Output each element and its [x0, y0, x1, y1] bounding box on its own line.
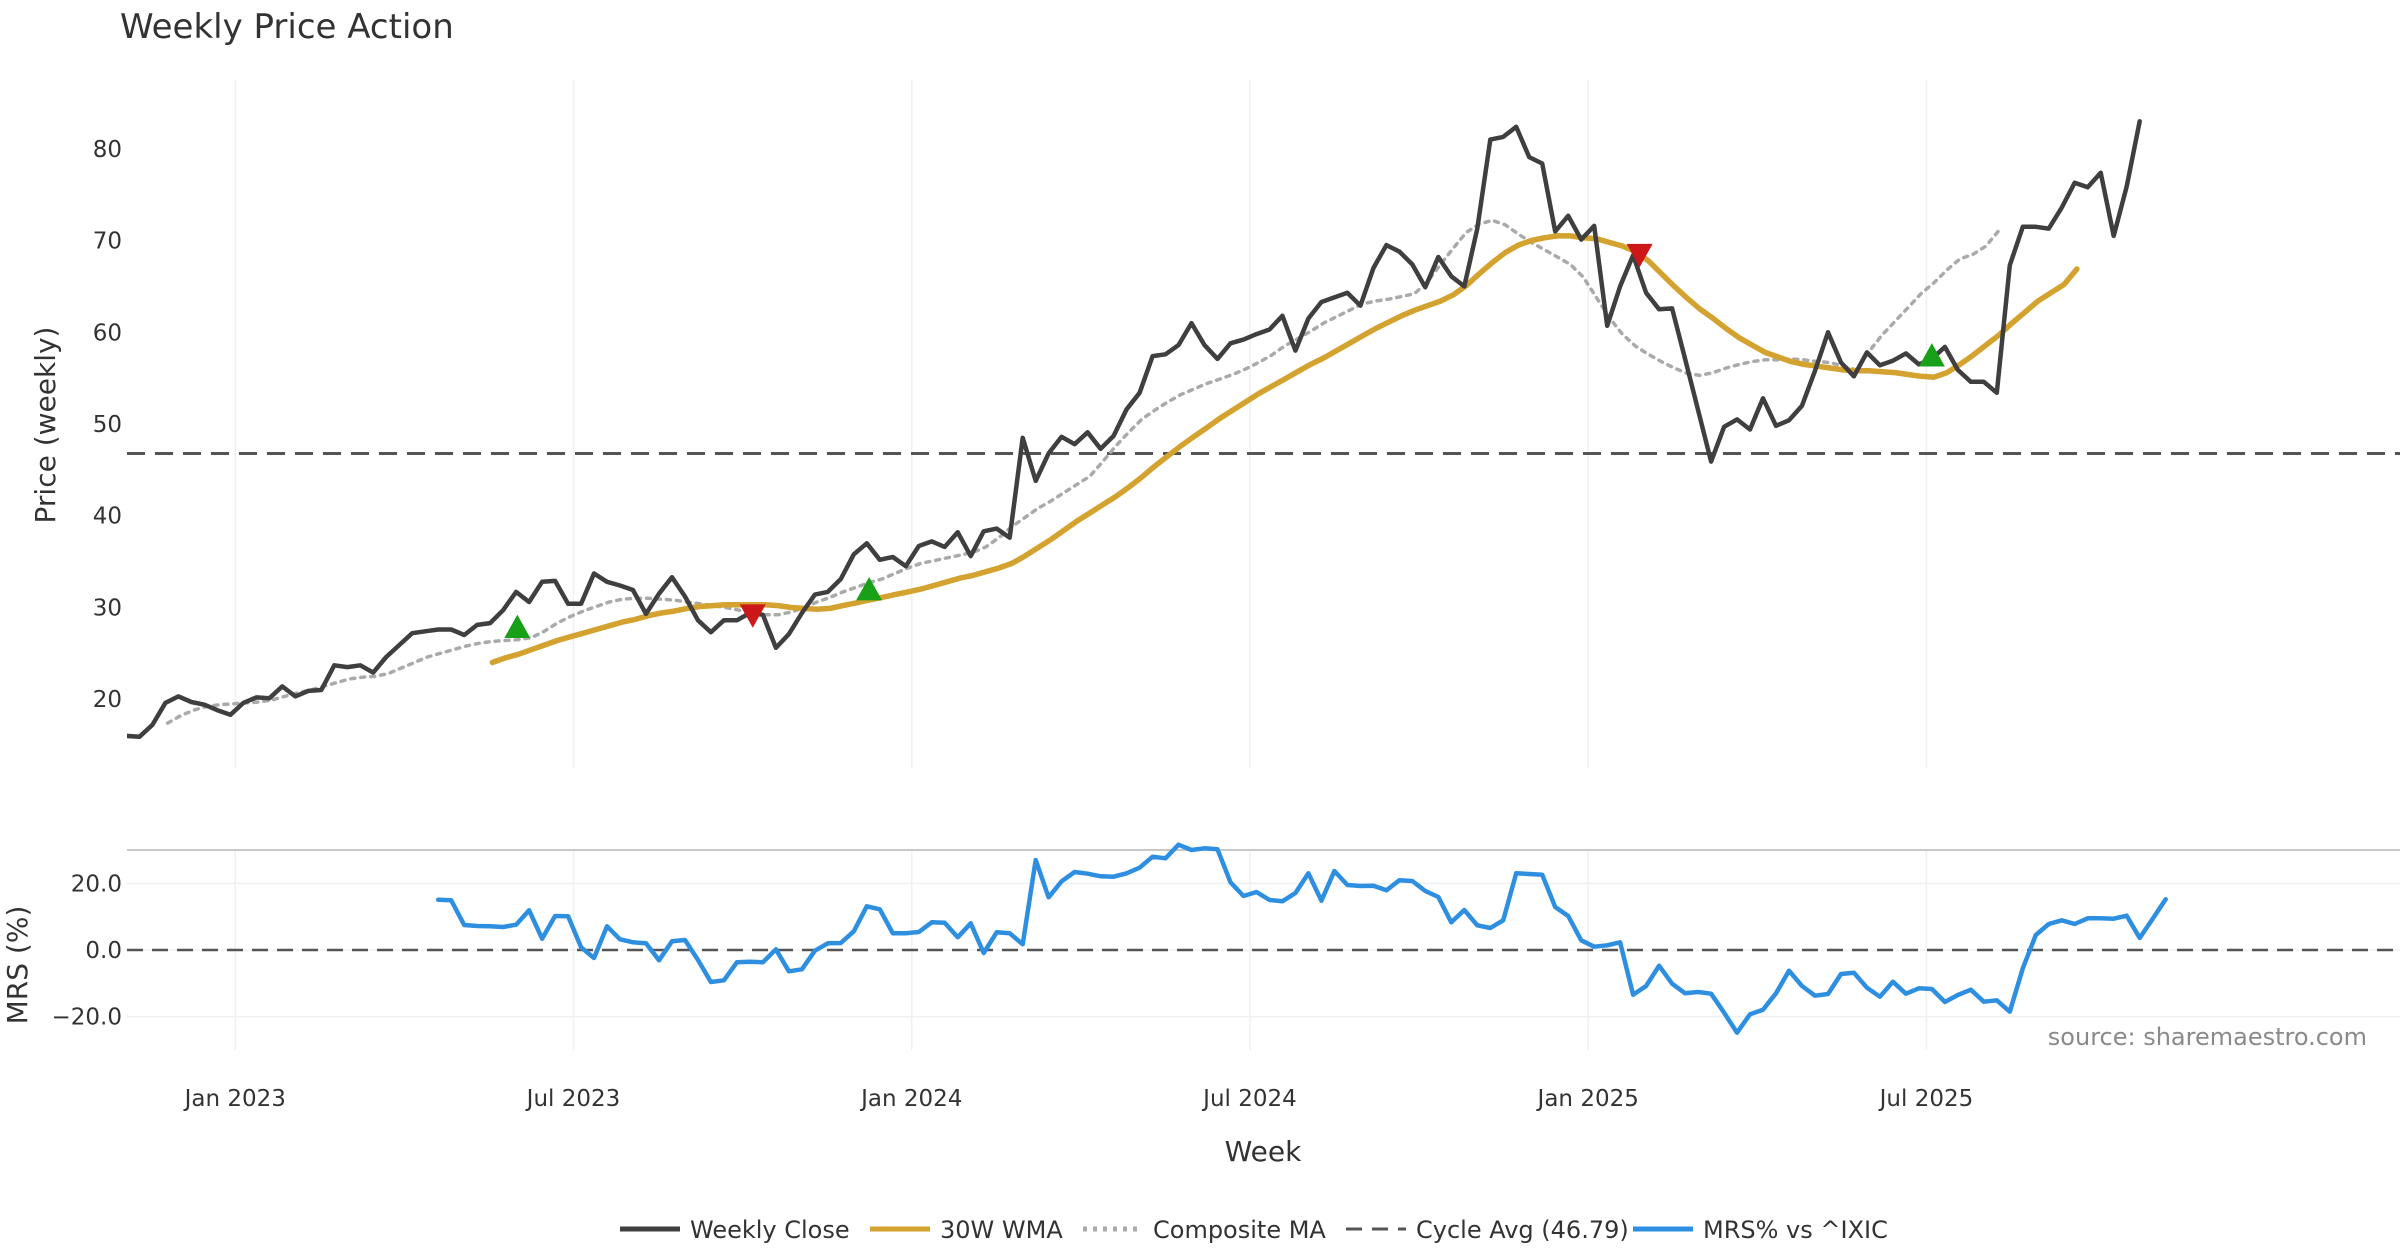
wma-30w-line — [489, 233, 2080, 666]
x-tick-label: Jul 2024 — [1201, 1086, 1297, 1112]
x-tick-label: Jan 2023 — [183, 1086, 286, 1112]
mrs-y-tick-label: 0.0 — [85, 938, 122, 964]
price-y-tick-label: 50 — [93, 412, 122, 438]
buy-signal-marker — [504, 614, 531, 639]
x-tick-label: Jul 2023 — [525, 1086, 621, 1112]
mrs-y-axis-label: MRS (%) — [1, 906, 34, 1025]
x-axis-label: Week — [1225, 1135, 1302, 1168]
legend-label-mrs: MRS% vs ^IXIC — [1703, 1216, 1888, 1244]
legend: Weekly Close 30W WMA Composite MA Cycle Avg… — [620, 1216, 1888, 1244]
grid — [127, 80, 2400, 1050]
x-tick-label: Jan 2024 — [859, 1086, 962, 1112]
price-y-tick-label: 60 — [93, 320, 122, 346]
buy-signal-marker — [1918, 343, 1945, 367]
legend-label-composite: Composite MA — [1153, 1216, 1326, 1244]
mrs-y-tick-label: 20.0 — [71, 871, 122, 897]
price-y-tick-label: 80 — [93, 137, 122, 163]
chart-title: Weekly Price Action — [120, 7, 454, 47]
sell-signal-marker — [1626, 243, 1653, 268]
x-tick-label: Jul 2025 — [1878, 1086, 1974, 1112]
sell-signal-marker — [739, 604, 766, 628]
price-y-tick-label: 40 — [93, 504, 122, 530]
legend-label-close: Weekly Close — [690, 1216, 850, 1244]
weekly-close-line — [127, 119, 2142, 740]
legend-label-cycle: Cycle Avg (46.79) — [1416, 1216, 1629, 1244]
price-panel — [127, 119, 2400, 740]
buy-signal-marker — [856, 577, 883, 601]
mrs-panel — [127, 842, 2400, 1035]
mrs-y-tick-label: −20.0 — [52, 1005, 122, 1031]
legend-label-wma: 30W WMA — [940, 1216, 1063, 1244]
x-tick-label: Jan 2025 — [1536, 1086, 1639, 1112]
source-note: source: sharemaestro.com — [2048, 1023, 2367, 1051]
price-y-axis-label: Price (weekly) — [29, 327, 62, 524]
price-y-tick-label: 70 — [93, 229, 122, 255]
price-y-tick-label: 30 — [93, 595, 122, 621]
mrs-line — [435, 842, 2168, 1035]
composite-ma-line — [165, 218, 2001, 725]
axes: Jan 2023 Jul 2023 Jan 2024 Jul 2024 Jan 2025… — [52, 137, 1974, 1112]
price-y-tick-label: 20 — [93, 687, 122, 713]
